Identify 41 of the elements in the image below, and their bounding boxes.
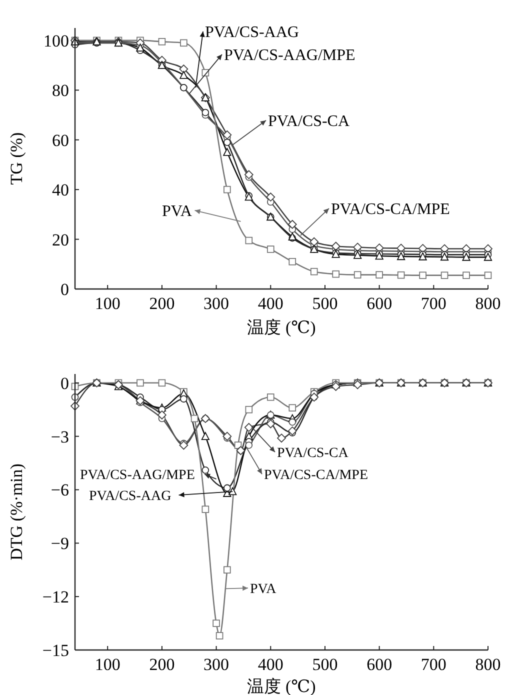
- x-tick-label: 200: [149, 294, 175, 313]
- legend-label: PVA/CS-CA: [277, 446, 350, 461]
- x-tick-label: 300: [204, 294, 230, 313]
- legend-label: PVA/CS-AAG: [205, 24, 300, 41]
- y-axis-title: TG (%): [7, 132, 26, 185]
- x-tick-label: 600: [366, 294, 392, 313]
- y-tick-label: 100: [44, 31, 69, 50]
- y-tick-label: −12: [42, 588, 69, 607]
- legend-label: PVA: [250, 582, 278, 597]
- x-tick-label: 400: [258, 294, 284, 313]
- x-tick-label: 700: [420, 294, 446, 313]
- text: PVA/CS-AAG: [89, 489, 172, 504]
- text: PVA: [162, 203, 192, 220]
- x-tick-label: 500: [312, 655, 338, 674]
- y-tick-label: 0: [60, 374, 69, 393]
- y-tick-label: −6: [50, 480, 69, 500]
- x-tick-label: 300: [204, 655, 230, 674]
- x-tick-label: 800: [475, 294, 501, 313]
- y-tick-label: −3: [50, 427, 69, 446]
- y-tick-label: 60: [52, 130, 69, 150]
- y-tick-label: 20: [52, 230, 69, 250]
- x-tick-label: 800: [475, 655, 501, 674]
- legend-label: PVA/CS-CA/MPE: [264, 468, 368, 483]
- legend-label: PVA/CS-CA/MPE: [331, 201, 450, 218]
- series-label: PVA/CS-AAG/MPE: [80, 468, 195, 483]
- y-tick-label: 0: [60, 280, 69, 299]
- x-tick-label: 400: [258, 655, 284, 674]
- y-axis-title: DTG (%·min): [7, 464, 26, 560]
- x-tick-label: 100: [94, 655, 120, 674]
- legend-label: PVA/CS-AAG/MPE: [224, 47, 356, 64]
- y-tick-label: 80: [52, 81, 69, 100]
- legend-label: PVA/CS-CA: [268, 113, 350, 130]
- x-tick-label: 500: [312, 294, 338, 313]
- x-tick-label: 700: [420, 655, 446, 674]
- y-tick-label: 40: [52, 180, 69, 200]
- x-tick-label: 200: [149, 655, 175, 674]
- x-tick-label: 600: [366, 655, 392, 674]
- x-tick-label: 100: [94, 294, 120, 313]
- y-tick-label: −15: [42, 641, 69, 660]
- x-axis-title: 温度 (℃): [247, 318, 316, 337]
- y-tick-label: −9: [50, 534, 69, 554]
